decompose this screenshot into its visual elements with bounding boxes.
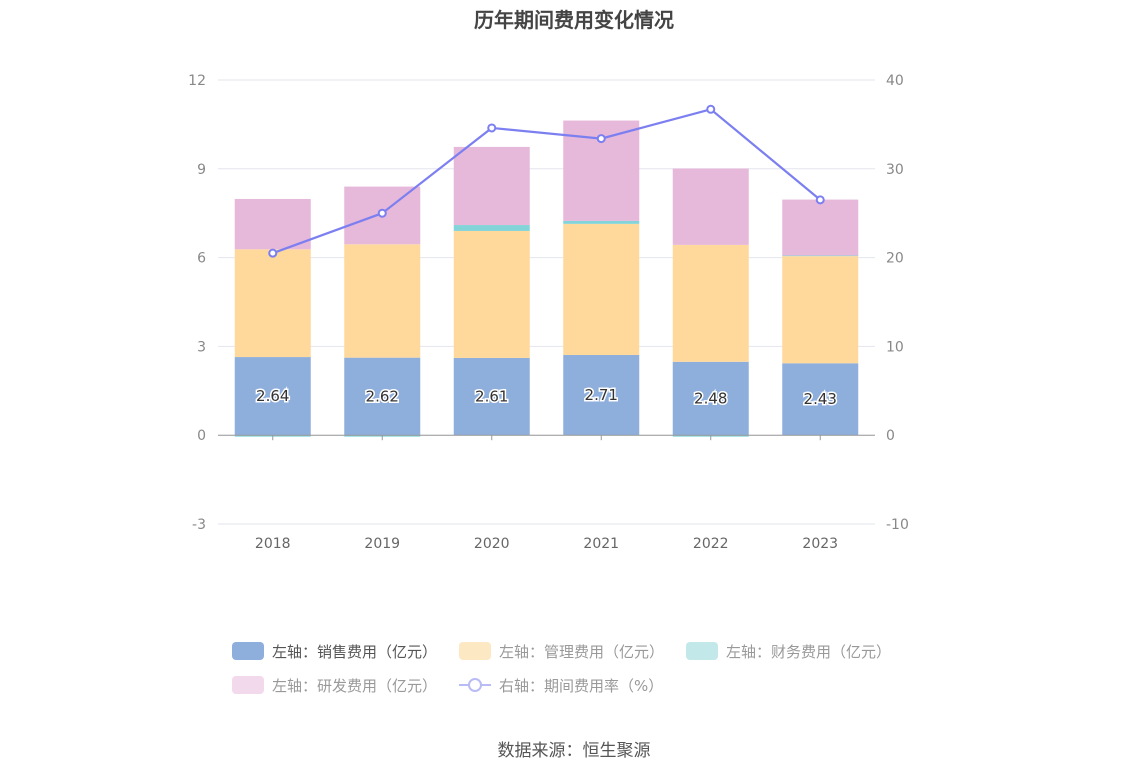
- x-tick-label: 2019: [364, 536, 400, 552]
- legend-item-rd[interactable]: 左轴：研发费用（亿元）: [232, 675, 437, 696]
- x-tick-label: 2020: [474, 536, 510, 552]
- x-tick-label: 2018: [255, 536, 291, 552]
- bar-series3-2018[interactable]: [234, 198, 311, 250]
- bar-value-label: 2.48: [694, 389, 727, 407]
- legend-item-admin[interactable]: 左轴：管理费用（亿元）: [459, 641, 664, 662]
- bar-series2-2020[interactable]: [453, 225, 530, 231]
- bar-series0-2020[interactable]: [453, 357, 530, 436]
- bar-series1-2020[interactable]: [453, 230, 530, 358]
- left-tick-label: 12: [188, 73, 206, 89]
- legend-item-finance[interactable]: 左轴：财务费用（亿元）: [686, 641, 891, 662]
- legend-swatch-sales: [232, 642, 264, 660]
- bar-value-label: 2.43: [804, 390, 837, 408]
- rate-point-2018[interactable]: [268, 248, 278, 258]
- legend-label-rate: 右轴：期间费用率（%）: [499, 676, 664, 695]
- bar-series0-2018[interactable]: [234, 357, 311, 436]
- bar-series0-2022[interactable]: [672, 361, 749, 436]
- left-tick-label: 6: [197, 251, 206, 267]
- axis-layer: -3 -10 0 0 3 10 6 20 9 30 12 40 2018 2019 2020 2021 2022…: [188, 73, 909, 552]
- legend-swatch-rd: [232, 676, 264, 694]
- bars-layer: [234, 120, 859, 437]
- bar-value-label: 2.64: [256, 387, 289, 405]
- bar-value-label: 2.71: [585, 386, 618, 404]
- rate-point-2021[interactable]: [596, 134, 606, 144]
- legend-swatch-finance: [686, 642, 719, 660]
- legend: 左轴：销售费用（亿元） 左轴：管理费用（亿元） 左轴：财务费用（亿元） 左轴：研…: [232, 640, 932, 708]
- rate-point-2019[interactable]: [377, 208, 387, 218]
- data-labels: 2.64 2.62 2.61 2.71 2.48 2.43: [255, 385, 839, 410]
- bar-series1-2023[interactable]: [782, 256, 859, 364]
- legend-label-rd: 左轴：研发费用（亿元）: [272, 676, 438, 695]
- bar-series0-2023[interactable]: [782, 363, 859, 436]
- bar-series0-2019[interactable]: [344, 357, 421, 436]
- x-tick-label: 2021: [583, 536, 619, 552]
- legend-item-rate[interactable]: 右轴：期间费用率（%）: [459, 675, 663, 696]
- left-tick-label: -3: [192, 517, 206, 533]
- rate-point-2022[interactable]: [706, 104, 716, 114]
- bar-series0-2021[interactable]: [563, 354, 640, 436]
- bar-series1-2019[interactable]: [344, 244, 421, 358]
- left-tick-label: 0: [197, 428, 206, 444]
- bar-series2-2021[interactable]: [563, 220, 640, 224]
- legend-label-admin: 左轴：管理费用（亿元）: [499, 642, 665, 661]
- right-tick-label: 30: [886, 162, 904, 178]
- bar-value-label: 2.61: [475, 388, 508, 406]
- right-tick-label: 10: [886, 339, 904, 355]
- legend-label-sales: 左轴：销售费用（亿元）: [272, 642, 438, 661]
- legend-row-2: 左轴：研发费用（亿元） 右轴：期间费用率（%）: [232, 674, 932, 696]
- chart-title: 历年期间费用变化情况: [474, 8, 674, 32]
- rate-point-2020[interactable]: [487, 123, 497, 133]
- bar-series3-2023[interactable]: [782, 199, 859, 256]
- x-tick-label: 2022: [693, 536, 729, 552]
- right-tick-label: 20: [886, 251, 904, 267]
- legend-line-rate: [459, 676, 492, 694]
- bar-series1-2022[interactable]: [672, 244, 749, 362]
- bar-value-label: 2.62: [366, 387, 399, 405]
- rate-point-2023[interactable]: [815, 195, 825, 205]
- legend-label-finance: 左轴：财务费用（亿元）: [726, 642, 892, 661]
- x-tick-label: 2023: [802, 536, 838, 552]
- left-tick-label: 3: [197, 339, 206, 355]
- bar-series3-2022[interactable]: [672, 168, 749, 245]
- right-tick-label: 40: [886, 73, 904, 89]
- legend-swatch-admin: [459, 642, 492, 660]
- data-source: 数据来源：恒生聚源: [497, 741, 651, 761]
- bar-series3-2020[interactable]: [453, 146, 530, 226]
- legend-row-1: 左轴：销售费用（亿元） 左轴：管理费用（亿元） 左轴：财务费用（亿元）: [232, 640, 932, 662]
- rate-line-layer: [268, 104, 825, 258]
- legend-item-sales[interactable]: 左轴：销售费用（亿元）: [232, 641, 437, 662]
- bar-series1-2021[interactable]: [563, 223, 640, 355]
- right-tick-label: -10: [886, 517, 909, 533]
- rate-line: [272, 108, 821, 255]
- right-tick-label: 0: [886, 428, 895, 444]
- bar-series1-2018[interactable]: [234, 249, 311, 358]
- left-tick-label: 9: [197, 162, 206, 178]
- bar-series2-2023[interactable]: [782, 255, 859, 257]
- grid-lines: [218, 79, 875, 525]
